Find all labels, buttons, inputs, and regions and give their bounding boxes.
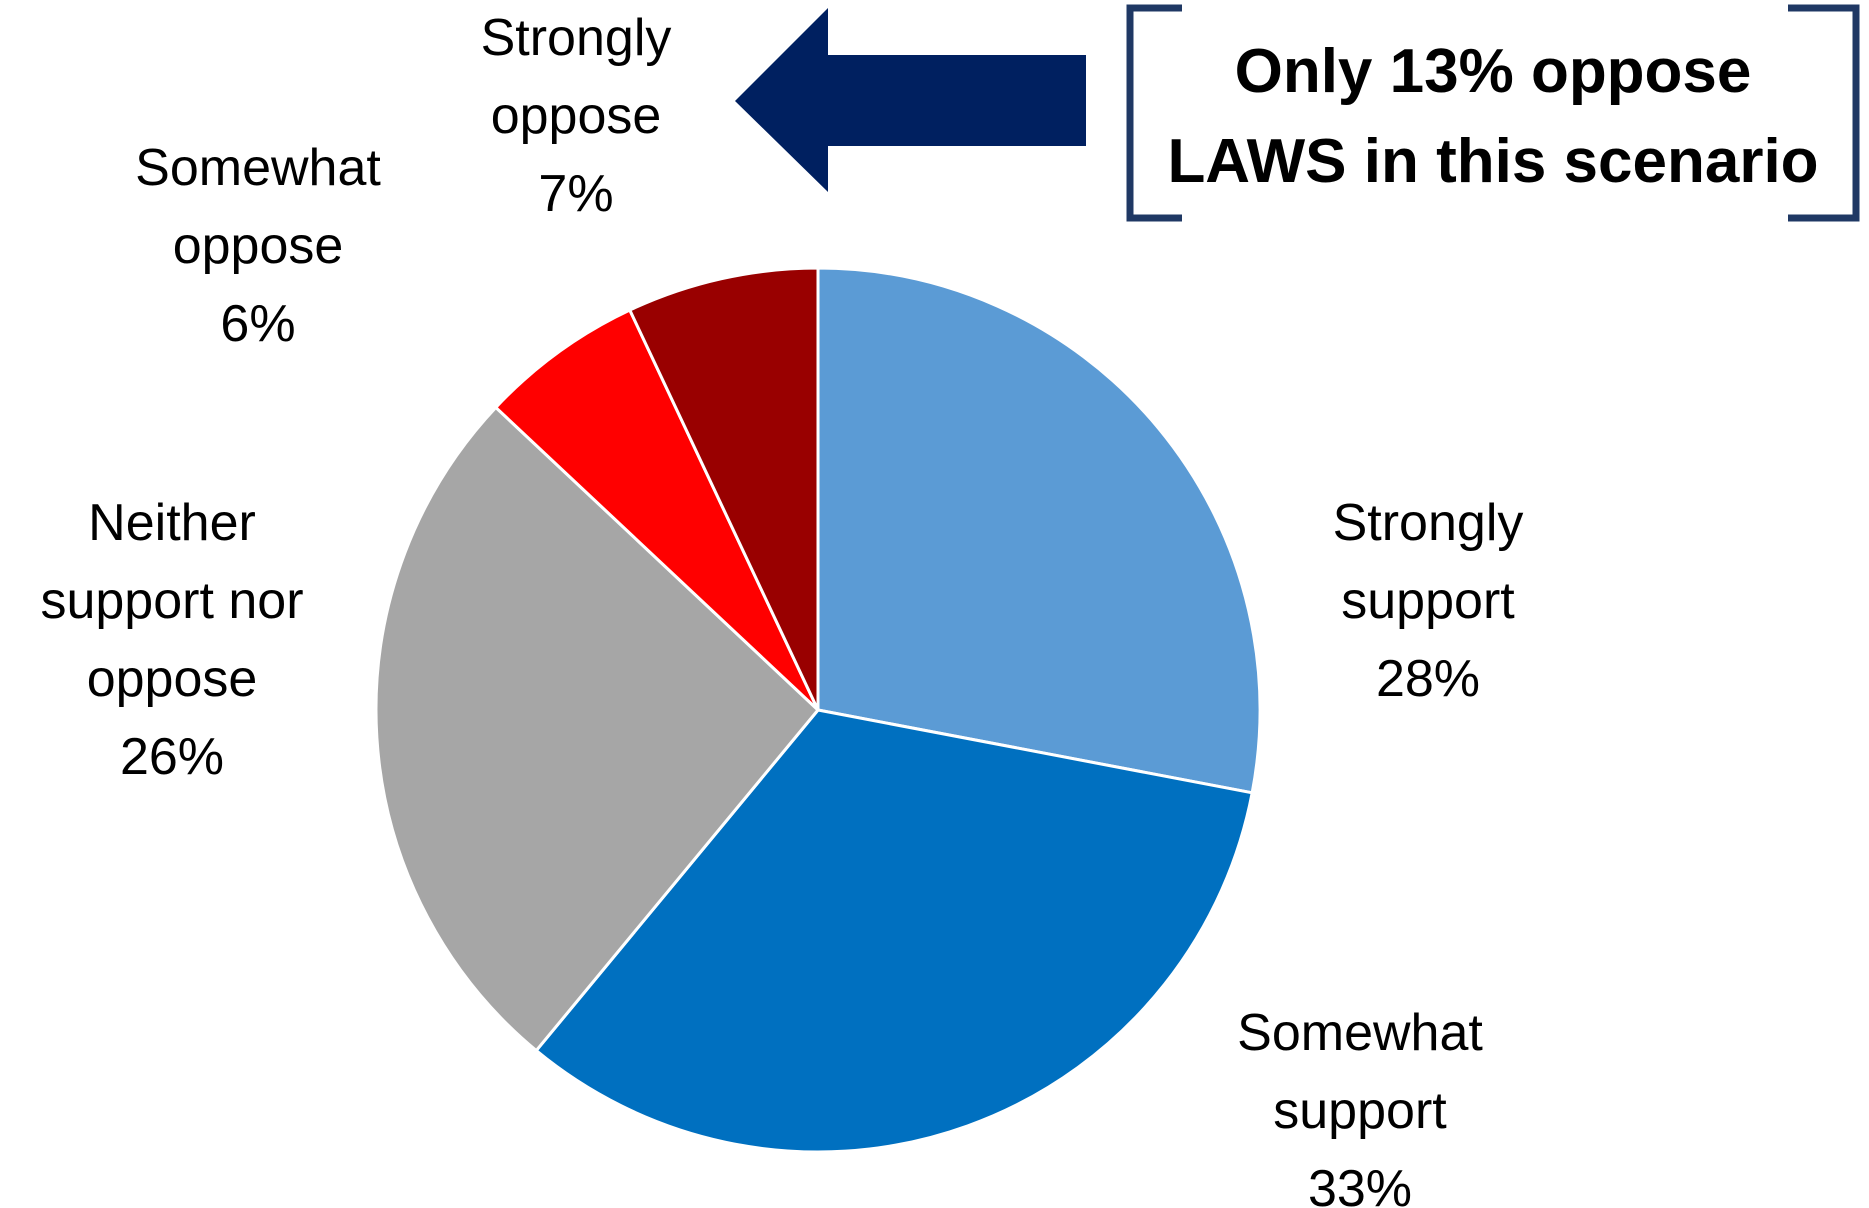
slice-category-label: support nor — [40, 572, 303, 630]
slice-label: Neither support nor oppose 26% — [40, 494, 303, 786]
callout-line-2: LAWS in this scenario — [1167, 127, 1818, 196]
pie-slice-somewhat-oppose — [493, 308, 820, 712]
slice-value-label: 28% — [1376, 650, 1480, 708]
pie-slice-strongly-support — [816, 266, 1262, 795]
callout: Only 13% oppose LAWS in this scenario — [735, 4, 1860, 222]
slice-value-label: 33% — [1308, 1160, 1412, 1208]
slice-category-label: Somewhat — [1237, 1004, 1483, 1062]
pie-slices — [374, 266, 1262, 1154]
left-bracket — [1126, 4, 1182, 222]
slice-category-label: support — [1273, 1082, 1447, 1140]
slice-category-label: Strongly — [1333, 494, 1524, 552]
slice-category-label: Neither — [88, 494, 256, 552]
slice-category-label: oppose — [173, 217, 344, 275]
pie-slice-neither-support-nor-oppose — [374, 405, 821, 1053]
slice-value-label: 6% — [220, 295, 295, 353]
slice-label: Strongly oppose 7% — [481, 9, 672, 223]
slice-label: Strongly support 28% — [1333, 494, 1524, 708]
slice-category-label: oppose — [87, 650, 258, 708]
slice-category-label: support — [1341, 572, 1515, 630]
slice-category-label: oppose — [491, 87, 662, 145]
callout-line-1: Only 13% oppose — [1235, 37, 1752, 106]
slice-labels: Strongly support 28% Somewhat support 33% Neit… — [40, 9, 1523, 1208]
slice-label: Somewhat support 33% — [1237, 1004, 1483, 1208]
right-bracket — [1788, 4, 1860, 222]
slice-category-label: Somewhat — [135, 139, 381, 197]
slice-label: Somewhat oppose 6% — [135, 139, 381, 353]
pie-slice-somewhat-support — [534, 708, 1254, 1154]
slice-value-label: 7% — [538, 165, 613, 223]
pie-slice-strongly-oppose — [627, 266, 820, 711]
slice-category-label: Strongly — [481, 9, 672, 67]
left-arrow-icon — [735, 8, 1086, 192]
slice-value-label: 26% — [120, 728, 224, 786]
